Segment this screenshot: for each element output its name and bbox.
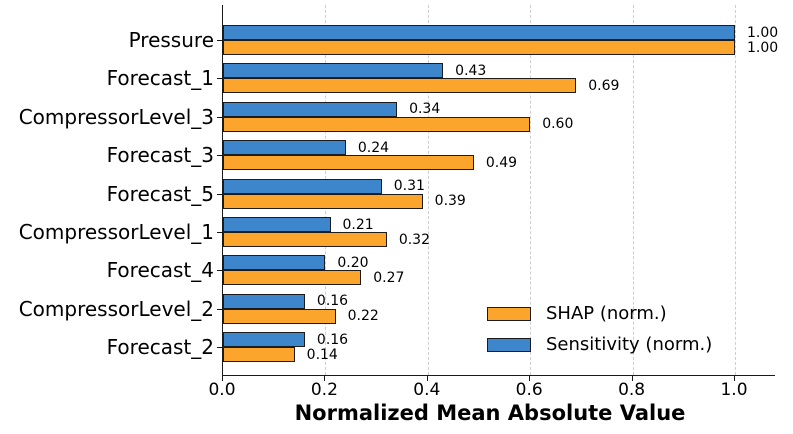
x-tick-mark [529, 376, 531, 381]
y-tick-mark [217, 347, 222, 349]
y-tick-label: CompressorLevel_3 [18, 104, 214, 129]
bar-value-label: 0.34 [409, 101, 441, 118]
y-tick-mark [217, 232, 222, 233]
bar-value-label: 0.16 [316, 331, 349, 348]
bar-sensitivity [223, 293, 305, 309]
y-tick-mark [217, 193, 222, 195]
bar-value-label: 1.00 [747, 24, 779, 41]
bar-sensitivity [223, 217, 331, 232]
bar-value-label: 0.21 [342, 216, 374, 233]
bar-value-label: 0.20 [337, 254, 369, 271]
x-tick-mark [222, 376, 223, 381]
bar-value-label: 0.27 [373, 269, 405, 286]
bar-sensitivity [223, 332, 305, 348]
x-tick-label: 0.4 [413, 380, 441, 400]
legend-entry: Sensitivity (norm.) [487, 334, 713, 355]
bar-value-label: 0.16 [316, 293, 349, 310]
x-tick-label: 0.2 [310, 380, 338, 400]
bar-sensitivity [223, 140, 346, 156]
y-tick-mark [217, 116, 222, 118]
plot-area: 1.00 1.00 0.43 0.69 0.34 0.60 0.24 0.49 0.31 0.39… [222, 5, 779, 376]
x-tick-label: 0.8 [618, 380, 646, 400]
y-tick-label: CompressorLevel_2 [18, 296, 214, 321]
bar-sensitivity [223, 178, 382, 194]
x-tick-mark [631, 376, 633, 381]
x-tick-mark [426, 376, 428, 381]
bar-shap [223, 116, 531, 132]
gridline [735, 5, 736, 375]
y-tick-mark [217, 270, 222, 272]
bar-sensitivity [223, 63, 444, 79]
x-axis-title: Normalized Mean Absolute Value [294, 401, 686, 425]
y-tick-mark [217, 308, 222, 310]
bar-shap [223, 347, 295, 363]
bar-value-label: 0.31 [393, 178, 425, 195]
x-tick-label: 0.0 [208, 380, 236, 400]
bar-sensitivity [223, 101, 398, 117]
bar-shap [223, 193, 423, 209]
bar-shap [223, 308, 336, 324]
y-tick-label: Pressure [128, 28, 214, 52]
y-tick-label: Forecast_5 [106, 181, 214, 206]
bar-sensitivity [223, 255, 326, 271]
y-tick-mark [217, 78, 222, 80]
bar-shap [223, 155, 474, 171]
bar-value-label: 0.32 [398, 231, 430, 248]
legend-swatch [487, 307, 531, 321]
bar-value-label: 0.24 [357, 139, 390, 156]
legend-label: SHAP (norm.) [546, 303, 667, 324]
legend-swatch [487, 338, 531, 352]
gridline [632, 5, 634, 375]
y-tick-label: Forecast_4 [106, 258, 214, 283]
bar-shap [223, 232, 387, 247]
bar-value-label: 0.43 [455, 62, 487, 79]
gridline [530, 5, 532, 375]
bar-sensitivity [223, 25, 735, 40]
bar-value-label: 0.60 [542, 116, 574, 133]
bar-value-label: 0.39 [434, 193, 466, 210]
y-tick-label: Forecast_2 [106, 335, 214, 360]
x-tick-mark [324, 376, 326, 381]
bar-value-label: 0.22 [347, 308, 379, 325]
bar-shap [223, 270, 362, 286]
y-tick-label: Forecast_3 [106, 143, 214, 168]
y-tick-mark [217, 155, 222, 157]
x-tick-label: 1.0 [720, 380, 748, 400]
x-tick-label: 0.6 [515, 380, 543, 400]
bar-value-label: 1.00 [747, 39, 779, 56]
y-tick-label: CompressorLevel_1 [18, 220, 214, 244]
x-tick-mark [734, 376, 735, 381]
bar-value-label: 0.49 [485, 154, 518, 171]
y-tick-label: Forecast_1 [106, 66, 214, 91]
legend-label: Sensitivity (norm.) [546, 334, 713, 355]
bar-shap [223, 78, 577, 94]
y-tick-mark [217, 40, 222, 41]
legend-entry: SHAP (norm.) [487, 303, 667, 324]
bar-value-label: 0.14 [306, 346, 338, 363]
bar-value-label: 0.69 [588, 77, 620, 94]
gridline [427, 5, 429, 375]
bar-shap [223, 40, 735, 55]
